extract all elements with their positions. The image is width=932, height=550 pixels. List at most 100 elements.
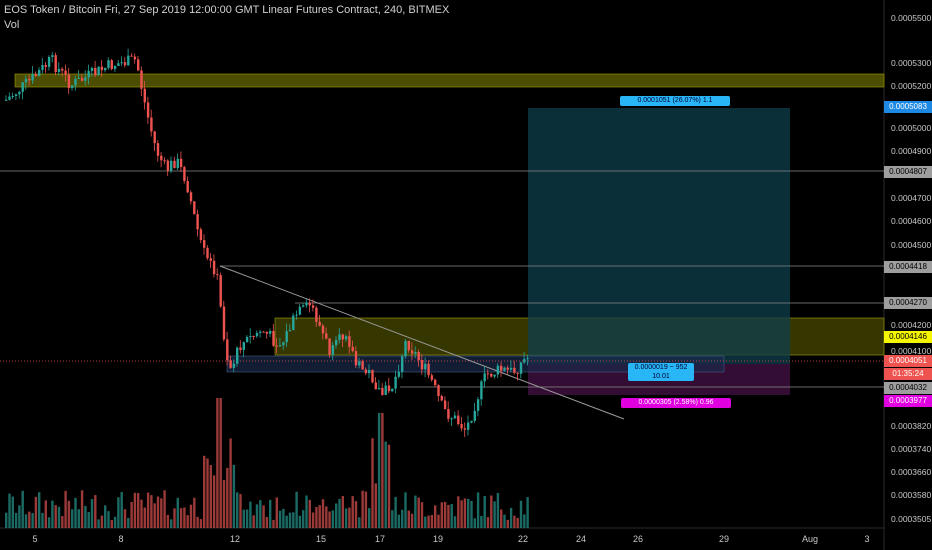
volume-bar: [384, 441, 387, 528]
candle-body: [249, 335, 252, 338]
candle-body: [110, 60, 113, 69]
position-stop-label[interactable]: 0.0000305 (2.58%) 0.96: [621, 398, 731, 408]
candle-body: [209, 258, 212, 261]
candle-body: [77, 77, 80, 79]
volume-bar: [305, 495, 308, 528]
candle-body: [519, 362, 523, 374]
candle-body: [351, 346, 354, 352]
price-tick: 0.0004200: [891, 320, 932, 330]
price-badge-level[interactable]: 0.0004270: [884, 297, 932, 309]
resistance-zone-top[interactable]: [14, 73, 885, 88]
candle-body: [166, 160, 170, 171]
candle-body: [203, 240, 206, 248]
candle-body: [219, 275, 222, 307]
candle-body: [57, 68, 61, 72]
candle-body: [28, 78, 31, 81]
candle-body: [87, 71, 90, 78]
price-badge-stop[interactable]: 0.0003977: [884, 395, 932, 407]
candle-body: [490, 373, 493, 377]
volume-bar: [341, 496, 344, 528]
position-target-label[interactable]: 0.0001051 (26.07%) 1.1: [620, 96, 730, 106]
volume-bar: [311, 512, 315, 528]
volume-bar: [143, 507, 146, 528]
volume-bar: [71, 509, 74, 528]
volume-bar: [67, 500, 71, 528]
volume-bar: [318, 505, 321, 528]
candle-body: [513, 367, 516, 373]
candle-body: [24, 78, 28, 83]
volume-bar: [107, 511, 110, 528]
volume-bar: [236, 492, 239, 528]
volume-bar: [199, 519, 203, 528]
volume-bar: [123, 509, 127, 528]
candle-body: [160, 155, 163, 161]
volume-bar: [183, 507, 186, 528]
volume-bar: [463, 498, 467, 528]
volume-bar: [354, 501, 358, 528]
candle-body: [18, 91, 21, 95]
volume-bar: [417, 497, 420, 528]
volume-bars: [5, 398, 529, 528]
volume-bar: [364, 491, 368, 528]
candle-body: [434, 379, 437, 386]
volume-bar: [325, 506, 328, 528]
candle-body: [71, 85, 74, 89]
price-badge-zone[interactable]: 0.0004146: [884, 331, 932, 343]
volume-bar: [368, 508, 371, 528]
candle-body: [199, 229, 203, 241]
volume-bar: [424, 516, 427, 528]
price-tick: 0.0005500: [891, 13, 932, 23]
position-center-label[interactable]: 0.0000019 ~ 952 10.01: [628, 363, 694, 381]
volume-bar: [216, 398, 219, 528]
volume-bar: [344, 508, 348, 528]
volume-bar: [209, 465, 212, 528]
volume-bar: [156, 496, 160, 528]
candle-body: [120, 62, 123, 64]
volume-bar: [506, 519, 509, 528]
volume-bar: [74, 497, 77, 528]
price-badge-level[interactable]: 0.0004032: [884, 382, 932, 394]
price-badge-target[interactable]: 0.0005083: [884, 101, 932, 113]
time-tick: 3: [864, 534, 870, 544]
volume-bar: [371, 438, 374, 528]
volume-bar: [486, 517, 490, 528]
candle-body: [371, 370, 374, 383]
long-position-target-area[interactable]: [528, 108, 790, 364]
descending-trendline[interactable]: [219, 265, 625, 420]
candle-body: [493, 374, 496, 377]
candle-body: [374, 382, 377, 390]
candle-body: [302, 305, 305, 307]
candle-body: [285, 331, 288, 343]
candle-body: [216, 274, 219, 276]
volume-bar: [38, 492, 41, 528]
time-tick: 12: [229, 534, 241, 544]
volume-bar: [57, 506, 61, 528]
volume-bar: [278, 510, 282, 528]
price-badge-level[interactable]: 0.0004807: [884, 166, 932, 178]
volume-bar: [8, 493, 11, 528]
volume-bar: [467, 498, 470, 528]
candle-body: [189, 192, 193, 202]
volume-bar: [146, 492, 150, 528]
volume-bar: [242, 509, 245, 528]
candle-body: [381, 387, 384, 395]
candle-body: [348, 336, 351, 347]
price-badge-last[interactable]: 0.0004051: [884, 355, 932, 367]
volume-bar: [61, 516, 64, 528]
candle-body: [344, 336, 348, 340]
candle-body: [100, 66, 104, 71]
volume-bar: [335, 503, 338, 528]
price-tick: 0.0004500: [891, 240, 932, 250]
candle-body: [282, 342, 285, 346]
price-badge-level[interactable]: 0.0004418: [884, 261, 932, 273]
volume-bar: [11, 496, 14, 528]
volume-bar: [54, 505, 57, 528]
candle-body: [275, 345, 278, 347]
candle-body: [450, 418, 453, 420]
volume-bar: [255, 504, 259, 528]
volume-bar: [18, 505, 21, 528]
candle-body: [295, 314, 298, 316]
candle-body: [54, 55, 57, 72]
candle-body: [298, 306, 302, 315]
